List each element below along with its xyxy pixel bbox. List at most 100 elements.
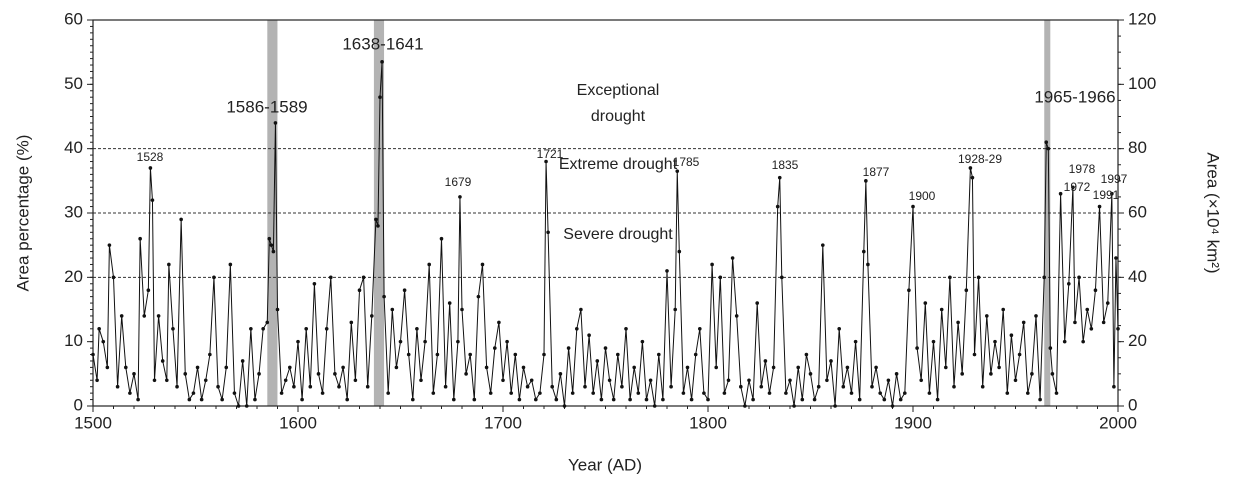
data-point xyxy=(583,384,587,389)
data-point xyxy=(706,397,710,402)
data-point xyxy=(1081,339,1085,344)
data-point xyxy=(923,301,928,305)
data-point xyxy=(312,281,317,286)
data-point xyxy=(423,339,427,344)
data-point xyxy=(349,320,354,325)
data-point xyxy=(382,294,386,299)
data-point xyxy=(308,384,313,389)
data-point xyxy=(345,397,350,402)
y2-tick-label: 20 xyxy=(1128,331,1147,350)
data-point xyxy=(935,397,940,402)
data-point xyxy=(439,236,444,241)
data-point xyxy=(124,365,128,370)
data-point xyxy=(101,339,106,344)
data-point xyxy=(907,288,911,293)
data-point xyxy=(232,391,237,395)
data-point xyxy=(808,372,813,376)
x-tick-label: 1700 xyxy=(484,413,522,432)
data-point xyxy=(788,378,792,383)
data-point xyxy=(191,391,196,395)
data-point xyxy=(493,346,497,350)
data-point xyxy=(228,262,233,267)
data-point xyxy=(595,359,600,363)
data-point xyxy=(480,262,485,267)
data-point xyxy=(468,352,473,357)
data-point xyxy=(513,352,518,357)
y-tick-label: 10 xyxy=(64,331,83,350)
data-point xyxy=(447,301,452,305)
data-point xyxy=(628,397,632,402)
data-point xyxy=(718,275,723,280)
data-point xyxy=(1062,339,1067,344)
data-point xyxy=(1077,275,1081,280)
data-point xyxy=(677,249,682,254)
data-point xyxy=(370,314,374,318)
data-point xyxy=(792,404,796,408)
data-point xyxy=(261,327,265,331)
data-point xyxy=(220,397,224,402)
data-point xyxy=(304,327,309,331)
data-point xyxy=(216,384,220,389)
data-point xyxy=(952,384,956,389)
x-tick-label: 1800 xyxy=(689,413,727,432)
data-point xyxy=(267,236,272,241)
data-point xyxy=(165,378,169,383)
data-point xyxy=(111,275,116,280)
data-point xyxy=(570,391,575,395)
data-point xyxy=(497,320,501,325)
data-point xyxy=(296,339,300,344)
data-point xyxy=(95,378,99,383)
data-point xyxy=(632,365,636,370)
data-point xyxy=(324,327,329,331)
data-point xyxy=(771,365,776,370)
annotation: 1721 xyxy=(537,147,564,161)
data-point xyxy=(435,352,440,357)
data-point xyxy=(1013,378,1018,383)
annotation: 1835 xyxy=(772,158,799,172)
data-point xyxy=(693,352,698,357)
data-point xyxy=(187,397,192,402)
data-point xyxy=(538,391,542,395)
data-point xyxy=(1038,397,1042,402)
data-point xyxy=(501,378,505,383)
data-point xyxy=(739,384,743,389)
data-point xyxy=(714,365,718,370)
data-point xyxy=(1116,327,1120,331)
data-point xyxy=(972,352,977,357)
data-point xyxy=(249,327,253,331)
data-point xyxy=(329,275,333,280)
data-point xyxy=(378,95,382,99)
data-point xyxy=(288,365,292,370)
data-point xyxy=(283,378,288,383)
data-point xyxy=(1101,320,1106,325)
data-point xyxy=(509,391,513,395)
x-axis-label: Year (AD) xyxy=(568,455,642,474)
data-point xyxy=(488,391,493,395)
data-point xyxy=(333,372,337,376)
data-point xyxy=(886,378,891,383)
data-point xyxy=(208,352,212,357)
data-point xyxy=(804,352,809,357)
data-point xyxy=(119,314,124,318)
data-point xyxy=(542,352,546,357)
data-point xyxy=(1044,140,1049,145)
annotation: 1586-1589 xyxy=(226,97,307,116)
data-point xyxy=(878,391,882,395)
data-point xyxy=(931,339,936,344)
annotation: 1978 xyxy=(1069,162,1096,176)
data-point xyxy=(591,391,595,395)
data-point xyxy=(911,204,915,209)
data-point xyxy=(652,404,657,408)
x-tick-label: 1500 xyxy=(74,413,112,432)
data-point xyxy=(845,365,850,370)
data-point xyxy=(460,307,464,312)
zone-label: Extreme drought xyxy=(558,156,678,173)
data-point xyxy=(546,230,550,235)
data-point xyxy=(431,391,436,395)
data-point xyxy=(1034,314,1038,318)
data-point xyxy=(611,397,616,402)
data-point xyxy=(1058,191,1063,196)
data-point xyxy=(1093,288,1098,293)
